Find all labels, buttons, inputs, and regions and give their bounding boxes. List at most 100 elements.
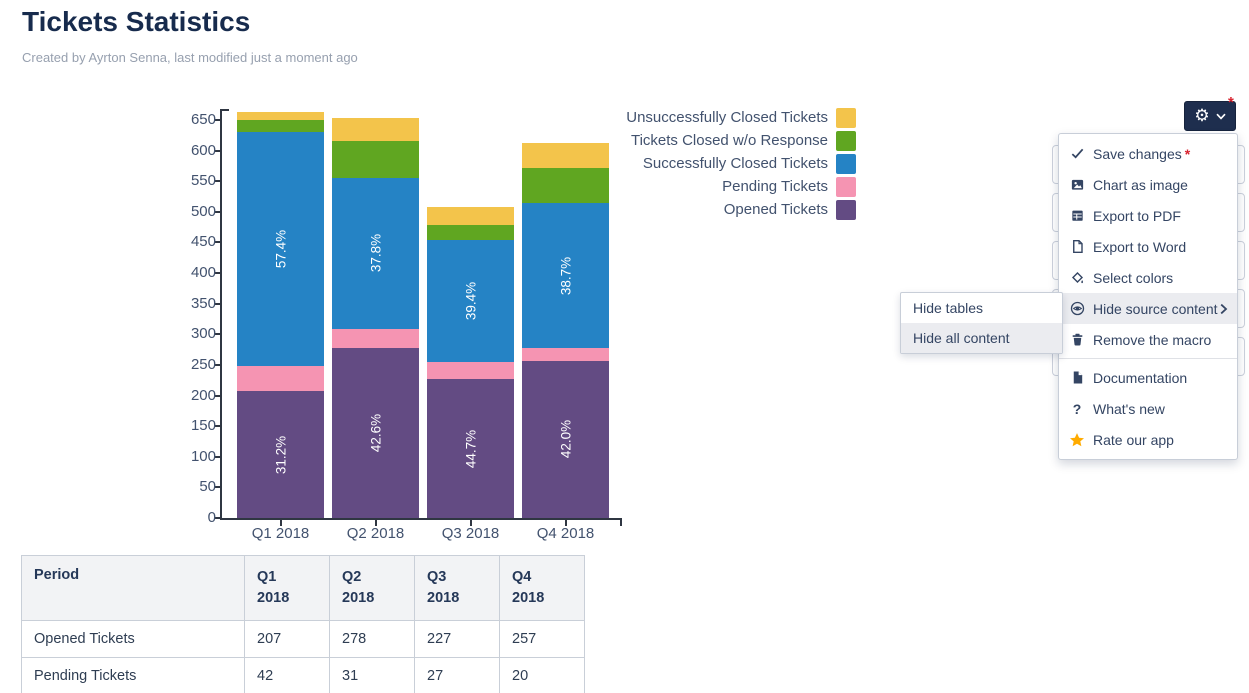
document-icon — [1069, 370, 1085, 386]
y-axis-tick — [214, 272, 220, 275]
tickets-source-table: Period Q1 2018 Q2 2018 Q3 2018 Q4 2018 Opene… — [21, 555, 585, 693]
menu-item-save-changes[interactable]: Save changes * — [1059, 138, 1237, 169]
table-header-cell-q4-2018: Q4 2018 — [499, 555, 585, 621]
bar-percentage-label: 38.7% — [558, 256, 573, 295]
table-header: Period Q1 2018 Q2 2018 Q3 2018 Q4 2018 — [21, 555, 585, 621]
chart-legend: Unsuccessfully Closed Tickets Tickets Clo… — [596, 106, 856, 221]
legend-swatch — [836, 130, 856, 151]
bar-percentage-label: 44.7% — [463, 429, 478, 468]
bar-segment-tickets-closed-w-o-response-q2-2018 — [332, 141, 419, 178]
table-header-row: Period Q1 2018 Q2 2018 Q3 2018 Q4 2018 — [21, 555, 585, 621]
menu-item-remove-the-macro[interactable]: Remove the macro — [1059, 324, 1237, 355]
tickets-stacked-bar-chart: 0 50 100 150 200 250 300 350 400 450 500 550 600 650 3… — [182, 95, 642, 550]
bar-segment-successfully-closed-tickets-q3-2018 — [427, 240, 514, 363]
menu-item-rate-our-app[interactable]: Rate our app — [1059, 424, 1237, 455]
y-axis-tick — [214, 210, 220, 213]
menu-item-label: Export to PDF — [1093, 207, 1181, 224]
bar-segment-tickets-closed-w-o-response-q4-2018 — [522, 167, 609, 204]
menu-item-hide-source-content[interactable]: Hide source content — [1059, 293, 1237, 324]
table-cell-value: 42 — [244, 657, 330, 693]
bar-segment-opened-tickets-q2-2018 — [332, 347, 419, 518]
page-byline: Created by Ayrton Senna, last modified j… — [22, 50, 358, 65]
legend-label: Tickets Closed w/o Response — [630, 132, 828, 149]
bar-segment-opened-tickets-q3-2018 — [427, 379, 514, 518]
legend-swatch — [836, 176, 856, 197]
bar-percentage-label: 39.4% — [463, 282, 478, 321]
table-header-cell-period: Period — [21, 555, 245, 621]
table-header-cell-q3-2018: Q3 2018 — [414, 555, 500, 621]
macro-settings-button[interactable]: ⚙ — [1184, 101, 1236, 131]
x-axis-category-label: Q4 2018 — [536, 525, 595, 542]
legend-label: Successfully Closed Tickets — [642, 155, 828, 172]
bar-percentage-label: 31.2% — [273, 435, 288, 474]
y-axis-tick-label: 0 — [207, 509, 216, 526]
y-axis-tick-label: 150 — [190, 417, 216, 435]
y-axis-tick — [214, 517, 220, 519]
bar-percentage-label: 37.8% — [368, 234, 383, 273]
export-pdf-icon — [1069, 208, 1085, 224]
bar-segment-successfully-closed-tickets-q1-2018 — [237, 132, 324, 366]
x-axis-category-label: Q3 2018 — [441, 525, 500, 542]
menu-item-label: What's new — [1093, 400, 1165, 417]
table-cell-value: 257 — [499, 620, 585, 658]
table-cell-value: 227 — [414, 620, 500, 658]
x-axis-tick — [279, 520, 282, 526]
bar-percentage-label: 42.6% — [368, 413, 383, 453]
x-axis-tick — [469, 520, 472, 526]
menu-item-export-to-word[interactable]: Export to Word — [1059, 231, 1237, 262]
y-axis-tick — [214, 302, 220, 305]
x-axis-category-label: Q2 2018 — [346, 525, 405, 542]
y-axis-tick — [214, 363, 220, 366]
x-axis-line — [220, 518, 622, 520]
bar-segment-pending-tickets-q2-2018 — [332, 328, 419, 348]
menu-item-label: Hide source content — [1093, 300, 1218, 317]
y-axis-tick-label: 550 — [190, 172, 216, 190]
table-body: Opened Tickets 207 278 227 257 Pending Ticket… — [21, 620, 585, 693]
y-axis-tick-label: 500 — [190, 202, 216, 220]
table-cell-value: 27 — [414, 657, 500, 693]
y-axis-tick — [214, 394, 220, 397]
y-axis-tick — [214, 241, 220, 244]
y-axis-tick-label: 400 — [190, 264, 216, 282]
y-axis-tick-label: 350 — [190, 294, 216, 312]
bar-percentage-label: 57.4% — [273, 229, 288, 269]
menu-item-export-to-pdf[interactable]: Export to PDF — [1059, 200, 1237, 231]
x-axis-end-tick — [620, 520, 622, 526]
y-axis-tick-label: 100 — [190, 447, 216, 465]
table-row-label: Pending Tickets — [21, 657, 245, 693]
table-row-label: Opened Tickets — [21, 620, 245, 658]
legend-swatch — [836, 107, 856, 128]
y-axis-tick — [214, 425, 220, 428]
y-axis-tick — [214, 180, 220, 183]
submenu-item-hide-all-content[interactable]: Hide all content — [901, 323, 1062, 353]
eye-icon — [1069, 301, 1085, 317]
bar-segment-tickets-closed-w-o-response-q3-2018 — [427, 225, 514, 240]
menu-item-chart-as-image[interactable]: Chart as image — [1059, 169, 1237, 200]
hide-source-content-submenu: Hide tables Hide all content — [900, 292, 1063, 354]
menu-item-label: Documentation — [1093, 369, 1188, 386]
bar-segment-unsuccessfully-closed-tickets-q2-2018 — [332, 118, 419, 142]
legend-item-tickets-closed-w-o-response: Tickets Closed w/o Response — [596, 129, 856, 152]
image-icon — [1069, 177, 1085, 193]
menu-item-select-colors[interactable]: Select colors — [1059, 262, 1237, 293]
bar-segment-successfully-closed-tickets-q2-2018 — [332, 177, 419, 329]
menu-item-what-s-new[interactable]: ? What's new — [1059, 393, 1237, 424]
page-title: Tickets Statistics — [22, 6, 251, 37]
legend-label: Pending Tickets — [722, 178, 828, 195]
x-axis-tick — [564, 520, 567, 526]
y-axis-tick — [214, 486, 220, 489]
x-axis-tick — [374, 520, 377, 526]
legend-item-unsuccessfully-closed-tickets: Unsuccessfully Closed Tickets — [596, 106, 856, 129]
export-word-icon — [1069, 239, 1085, 255]
table-cell-value: 31 — [329, 657, 415, 693]
legend-item-opened-tickets: Opened Tickets — [596, 198, 856, 221]
legend-item-pending-tickets: Pending Tickets — [596, 175, 856, 198]
menu-item-documentation[interactable]: Documentation — [1059, 362, 1237, 393]
x-axis-category-label: Q1 2018 — [251, 525, 310, 542]
y-axis-tick — [214, 333, 220, 336]
table-header-cell-q2-2018: Q2 2018 — [329, 555, 415, 621]
menu-item-label: Export to Word — [1093, 238, 1187, 255]
submenu-item-hide-tables[interactable]: Hide tables — [913, 300, 984, 316]
y-axis-tick — [214, 149, 220, 152]
